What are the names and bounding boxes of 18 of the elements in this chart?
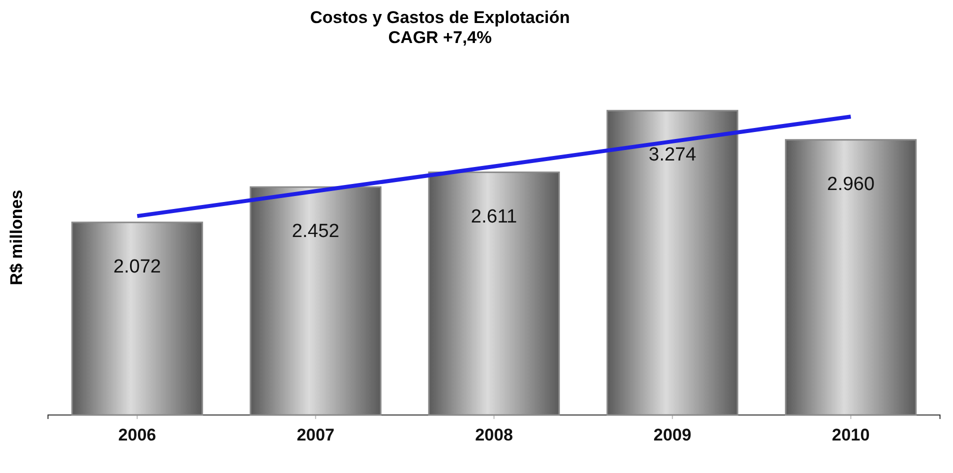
- data-label: 2.960: [827, 174, 875, 195]
- bar: [784, 139, 917, 416]
- bar: [606, 110, 738, 416]
- data-label: 2.611: [470, 206, 518, 228]
- y-axis-title: R$ millones: [7, 190, 26, 286]
- data-label: 2.072: [113, 256, 161, 278]
- x-tick-label: 2007: [296, 426, 335, 445]
- x-tick-label: 2006: [118, 426, 156, 445]
- bar: [250, 186, 382, 416]
- data-label: 3.274: [648, 144, 697, 166]
- x-tick-label: 2010: [832, 426, 870, 445]
- data-label: 2.452: [292, 221, 340, 242]
- bar: [428, 172, 560, 416]
- chart-title: Costos y Gastos de Explotación: [310, 8, 570, 27]
- bar: [71, 222, 204, 416]
- x-tick-label: 2008: [475, 426, 513, 445]
- x-tick-label: 2009: [653, 426, 692, 445]
- chart-subtitle: CAGR +7,4%: [388, 28, 492, 47]
